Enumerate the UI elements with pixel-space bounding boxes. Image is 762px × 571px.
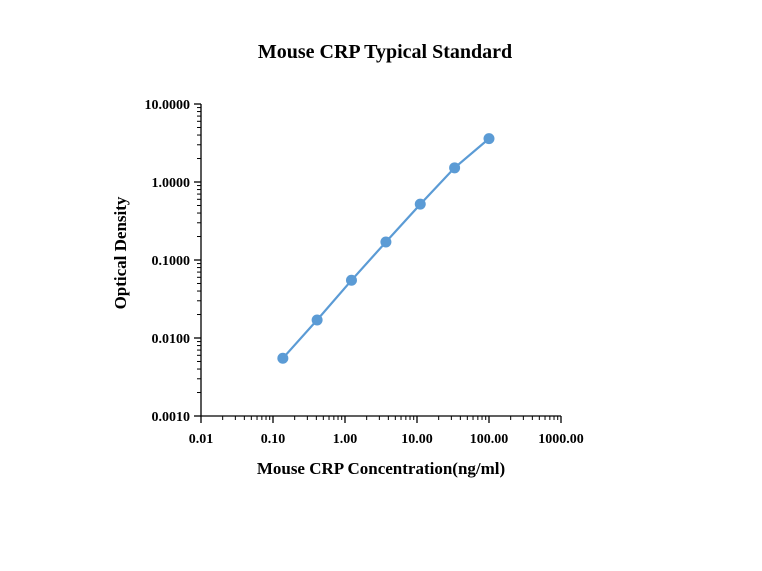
- y-tick-label: 10.0000: [145, 98, 191, 113]
- x-tick-label: 1000.00: [538, 432, 584, 447]
- axes: 0.01 0.10 1.00 10.00 100.00 1000.00 0.0010 0.01…: [145, 98, 584, 447]
- plot-area: [277, 133, 495, 364]
- data-point: [345, 274, 357, 286]
- data-point: [483, 133, 495, 145]
- y-tick-label: 0.1000: [152, 254, 191, 269]
- x-tick-label: 0.01: [189, 432, 214, 447]
- x-tick-label: 0.10: [261, 432, 286, 447]
- y-tick-label: 1.0000: [152, 176, 191, 191]
- data-point: [380, 236, 392, 248]
- data-point: [449, 162, 461, 174]
- y-tick-label: 0.0010: [152, 410, 191, 425]
- chart-title: Mouse CRP Typical Standard: [258, 41, 512, 63]
- data-point: [414, 198, 426, 210]
- x-axis-label: Mouse CRP Concentration(ng/ml): [257, 459, 505, 478]
- x-tick-label: 1.00: [333, 432, 358, 447]
- data-point: [277, 352, 289, 364]
- y-tick-label: 0.0100: [152, 332, 191, 347]
- x-tick-label: 10.00: [401, 432, 433, 447]
- y-axis-label: Optical Density: [111, 196, 130, 309]
- data-point: [311, 314, 323, 326]
- x-tick-label: 100.00: [470, 432, 509, 447]
